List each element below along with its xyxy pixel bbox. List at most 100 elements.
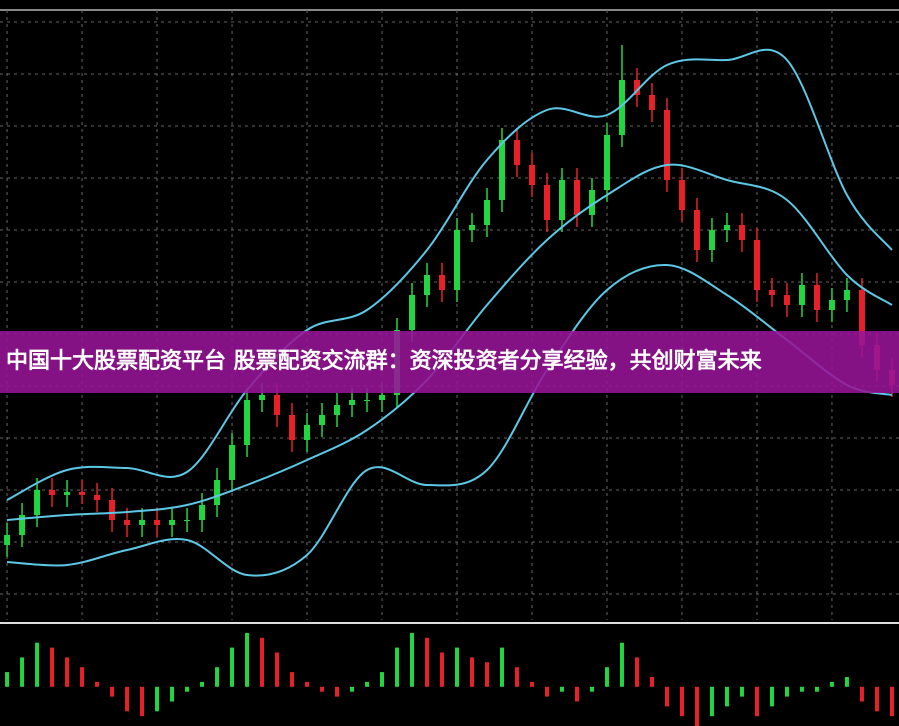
histogram-bar [634,657,639,687]
histogram-bar [604,667,609,687]
histogram-bar [619,642,624,687]
candle-body [169,520,176,525]
histogram-bar [20,657,25,687]
candle-body [813,285,820,310]
candle-body [843,290,850,300]
candle-body [483,200,490,225]
histogram-bar [320,686,325,692]
histogram-bar [814,686,819,692]
histogram-bar [709,686,714,717]
candle-body [4,535,11,545]
histogram-bar [170,686,175,702]
histogram-bar [440,652,445,687]
histogram-bar [185,686,190,692]
candle-body [94,495,101,500]
histogram-bar [679,686,684,717]
histogram-bar [889,686,894,717]
histogram-bar [589,686,594,692]
histogram-bar [50,647,55,687]
histogram-bar [844,677,849,687]
histogram-bar [200,681,205,687]
candle-body [199,505,206,520]
candle-body [244,400,251,445]
candle-body [708,230,715,250]
histogram-bar [664,686,669,707]
candle-body [588,190,595,215]
candle-body [124,520,131,525]
candle-body [618,80,625,135]
candle-body [678,180,685,210]
band-line [6,263,893,577]
histogram-bar [754,686,759,717]
candle-body [319,415,326,425]
candle-body [424,275,431,295]
histogram-bar [559,686,564,692]
histogram-bar [350,686,355,692]
histogram-bar [35,642,40,687]
histogram-bar [395,647,400,687]
candle-body [723,225,730,230]
candle-body [364,400,371,401]
candle-body [543,185,550,220]
candle-body [528,165,535,185]
histogram-bar [215,667,220,687]
histogram-bar [425,637,430,687]
histogram-bar [260,637,265,687]
candle-body [19,515,26,535]
candle-body [379,395,386,400]
histogram-bar [230,647,235,687]
candle-body [648,95,655,110]
candle-body [214,480,221,505]
candle-body [603,135,610,190]
histogram-bar [155,686,160,712]
histogram-bar [514,667,519,687]
histogram-bar [65,657,70,687]
histogram-bar [95,681,100,687]
candle-body [79,492,86,495]
band-line [6,48,893,501]
histogram-bar [80,667,85,687]
candle-body [783,295,790,305]
candle-body [34,490,41,515]
histogram-bar [739,686,744,697]
histogram-bar [335,686,340,697]
candle-body [498,140,505,200]
histogram-bar [499,647,504,687]
candle-body [409,295,416,330]
histogram-bar [380,672,385,687]
histogram-bar [859,686,864,702]
histogram-bar [110,686,115,697]
histogram-bar [694,686,699,726]
candle-body [573,180,580,215]
candle-body [693,210,700,250]
candle-body [738,225,745,240]
histogram-bar [784,686,789,697]
histogram-bar [410,632,415,687]
histogram-bar [724,686,729,707]
histogram-bar [529,681,534,687]
candle-body [274,395,281,415]
candle-body [798,285,805,305]
candle-body [109,500,116,520]
histogram-bar [874,686,879,712]
histogram-bar [454,647,459,687]
histogram-bar [799,686,804,692]
histogram-bar [305,681,310,687]
candle-body [663,110,670,180]
histogram-bar [365,681,370,687]
histogram-bar [484,662,489,687]
candle-body [858,290,865,345]
candle-body [334,405,341,415]
candle-body [633,80,640,95]
candle-body [64,492,71,495]
histogram-bar [5,672,10,687]
candle-body [453,230,460,290]
histogram-bar [574,686,579,702]
histogram-bar [769,686,774,707]
band-line [6,163,893,521]
candle-body [468,225,475,230]
histogram-bar [245,632,250,687]
histogram-bar [469,657,474,687]
candle-body [513,140,520,165]
